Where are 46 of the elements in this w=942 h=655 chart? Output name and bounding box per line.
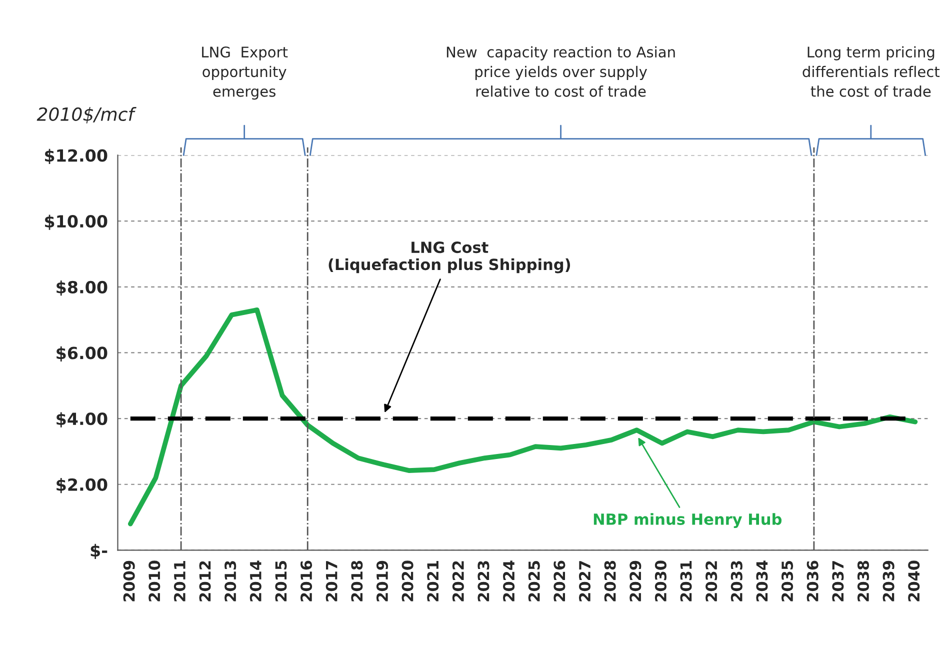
x-tick-label: 2040 bbox=[908, 560, 920, 602]
x-tick-label: 2034 bbox=[756, 560, 768, 602]
x-tick-label: 2022 bbox=[452, 561, 464, 602]
x-tick-label: 2028 bbox=[604, 560, 616, 602]
x-tick-label: 2030 bbox=[654, 560, 666, 602]
x-tick-label: 2015 bbox=[275, 560, 287, 602]
x-tick-label: 2011 bbox=[174, 560, 186, 602]
x-tick-label: 2024 bbox=[503, 560, 515, 602]
x-tick-label: 2013 bbox=[224, 561, 236, 602]
x-tick-label: 2032 bbox=[706, 561, 718, 602]
x-tick-label: 2033 bbox=[730, 561, 742, 602]
y-axis-title: 2010$/mcf bbox=[36, 107, 136, 124]
y-tick-label: $8.00 bbox=[56, 280, 108, 296]
y-tick-label: $4.00 bbox=[56, 412, 108, 428]
x-tick-label: 2020 bbox=[402, 560, 414, 602]
x-tick-label: 2012 bbox=[199, 561, 211, 602]
y-tick-label: $2.00 bbox=[56, 478, 108, 494]
text: New capacity reaction to Asian price yields over supply relative to cost of trade bbox=[446, 46, 675, 97]
line-series bbox=[128, 308, 918, 526]
x-tick-label: 2021 bbox=[427, 560, 439, 602]
x-tick-label: 2029 bbox=[630, 560, 642, 602]
y-tick-label: $10.00 bbox=[45, 214, 108, 230]
x-tick-label: 2019 bbox=[376, 560, 388, 602]
x-tick-label: 2016 bbox=[300, 560, 312, 602]
x-tick-label: 2038 bbox=[857, 560, 870, 602]
x-tick-label: 2031 bbox=[680, 560, 692, 602]
x-tick-label: 2035 bbox=[782, 560, 794, 602]
x-tick-label: 2026 bbox=[554, 560, 566, 602]
text: LNG Export opportunity emerges bbox=[202, 46, 288, 100]
x-tick-label: 2017 bbox=[326, 561, 338, 602]
y-tick-label: $- bbox=[90, 544, 108, 559]
text: Long term pricing differentials reflect the cost of trade bbox=[802, 46, 940, 97]
x-tick-label: 2039 bbox=[882, 560, 894, 602]
x-tick-label: 2010 bbox=[148, 560, 160, 602]
y-tick-label: $12.00 bbox=[45, 148, 108, 164]
x-tick-label: 2036 bbox=[806, 560, 818, 602]
x-tick-label: 2009 bbox=[123, 560, 135, 602]
x-tick-label: 2025 bbox=[528, 560, 540, 602]
ref-line-label: LNG Cost (Liquefaction plus Shipping) bbox=[328, 242, 570, 274]
x-tick-label: 2014 bbox=[250, 560, 262, 602]
text: NBP minus Henry Hub bbox=[594, 513, 782, 528]
x-tick-label: 2037 bbox=[832, 561, 844, 602]
x-tick-label: 2027 bbox=[578, 561, 591, 602]
x-tick-label: 2018 bbox=[351, 560, 363, 602]
y-tick-label: $6.00 bbox=[56, 346, 108, 362]
x-tick-label: 2023 bbox=[478, 561, 490, 602]
